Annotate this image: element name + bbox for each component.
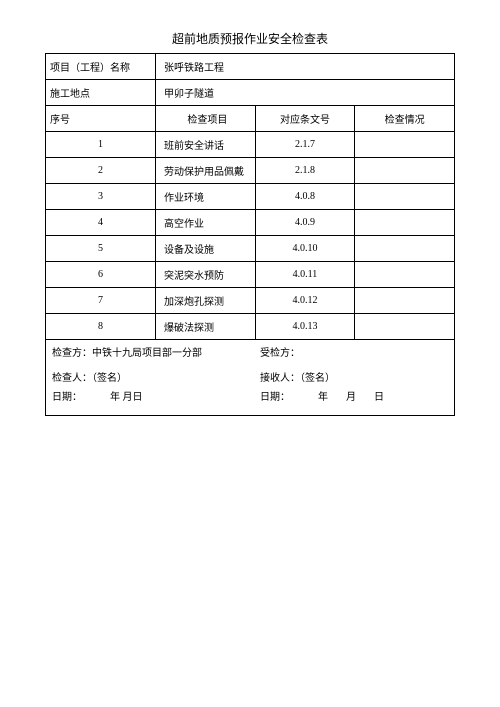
col-status: 检查情况 bbox=[355, 106, 455, 132]
cell-code: 4.0.8 bbox=[255, 184, 355, 210]
inspect-party-value: 中铁十九局项目部一分部 bbox=[92, 348, 202, 359]
col-item: 检查项目 bbox=[156, 106, 256, 132]
table-row: 7 加深炮孔探测 4.0.12 bbox=[46, 288, 455, 314]
receiver-label: 接收人：（签名） bbox=[260, 373, 335, 384]
cell-status bbox=[355, 236, 455, 262]
cell-item: 突泥突水预防 bbox=[156, 262, 256, 288]
cell-status bbox=[355, 262, 455, 288]
footer-block: 检查方：中铁十九局项目部一分部 受检方： 检查人：（签名） 接收人：（签名） 日… bbox=[45, 340, 455, 416]
col-code: 对应条文号 bbox=[255, 106, 355, 132]
cell-seq: 4 bbox=[46, 210, 156, 236]
cell-code: 4.0.9 bbox=[255, 210, 355, 236]
cell-item: 设备及设施 bbox=[156, 236, 256, 262]
form-table: 项目（工程）名称 张呼铁路工程 施工地点 甲卯子隧道 序号 检查项目 对应条文号… bbox=[45, 53, 455, 340]
cell-status bbox=[355, 132, 455, 158]
cell-code: 2.1.7 bbox=[255, 132, 355, 158]
month-l: 月 bbox=[123, 392, 133, 403]
table-row: 1 班前安全讲话 2.1.7 bbox=[46, 132, 455, 158]
day-r: 日 bbox=[374, 392, 384, 403]
receive-party-label: 受检方： bbox=[260, 348, 300, 359]
date-label-left: 日期： bbox=[52, 392, 82, 403]
location-label: 施工地点 bbox=[46, 80, 156, 106]
day-l: 日 bbox=[133, 392, 143, 403]
project-value: 张呼铁路工程 bbox=[156, 54, 455, 80]
cell-item: 作业环境 bbox=[156, 184, 256, 210]
table-row: 2 劳动保护用品佩戴 2.1.8 bbox=[46, 158, 455, 184]
cell-seq: 5 bbox=[46, 236, 156, 262]
project-label: 项目（工程）名称 bbox=[46, 54, 156, 80]
cell-item: 爆破法探测 bbox=[156, 314, 256, 340]
cell-item: 班前安全讲话 bbox=[156, 132, 256, 158]
cell-seq: 7 bbox=[46, 288, 156, 314]
table-row: 5 设备及设施 4.0.10 bbox=[46, 236, 455, 262]
month-r: 月 bbox=[346, 392, 356, 403]
inspect-party-label: 检查方： bbox=[52, 348, 92, 359]
cell-status bbox=[355, 184, 455, 210]
location-value: 甲卯子隧道 bbox=[156, 80, 455, 106]
year-l: 年 bbox=[110, 392, 120, 403]
year-r: 年 bbox=[318, 392, 328, 403]
cell-seq: 2 bbox=[46, 158, 156, 184]
date-label-right: 日期： bbox=[260, 392, 290, 403]
table-row: 6 突泥突水预防 4.0.11 bbox=[46, 262, 455, 288]
cell-item: 加深炮孔探测 bbox=[156, 288, 256, 314]
col-seq: 序号 bbox=[46, 106, 156, 132]
cell-status bbox=[355, 288, 455, 314]
inspector-label: 检查人：（签名） bbox=[52, 373, 127, 384]
cell-seq: 1 bbox=[46, 132, 156, 158]
table-row: 8 爆破法探测 4.0.13 bbox=[46, 314, 455, 340]
cell-status bbox=[355, 314, 455, 340]
cell-code: 4.0.10 bbox=[255, 236, 355, 262]
table-row: 3 作业环境 4.0.8 bbox=[46, 184, 455, 210]
cell-item: 高空作业 bbox=[156, 210, 256, 236]
cell-code: 2.1.8 bbox=[255, 158, 355, 184]
cell-code: 4.0.12 bbox=[255, 288, 355, 314]
cell-code: 4.0.11 bbox=[255, 262, 355, 288]
cell-code: 4.0.13 bbox=[255, 314, 355, 340]
cell-status bbox=[355, 158, 455, 184]
table-row: 4 高空作业 4.0.9 bbox=[46, 210, 455, 236]
cell-seq: 8 bbox=[46, 314, 156, 340]
cell-status bbox=[355, 210, 455, 236]
page-title: 超前地质预报作业安全检查表 bbox=[45, 30, 455, 47]
cell-item: 劳动保护用品佩戴 bbox=[156, 158, 256, 184]
cell-seq: 3 bbox=[46, 184, 156, 210]
cell-seq: 6 bbox=[46, 262, 156, 288]
